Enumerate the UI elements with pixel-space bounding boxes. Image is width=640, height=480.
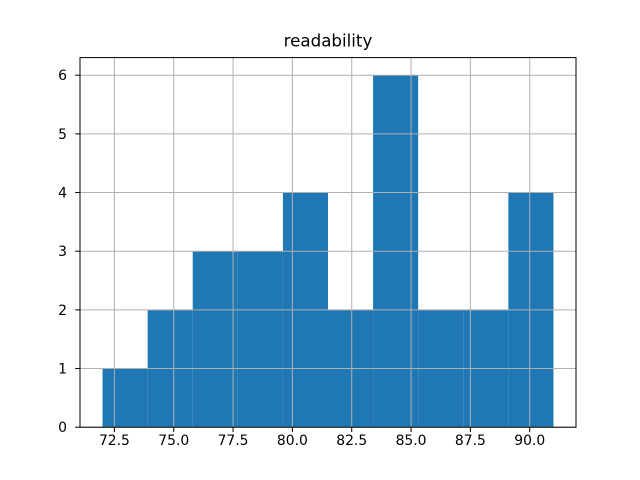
y-tick-label: 6	[58, 68, 67, 84]
y-tick-label: 4	[58, 185, 67, 201]
x-tick-label: 75.0	[158, 433, 189, 449]
y-tick-label: 2	[58, 303, 67, 319]
y-tick-label: 5	[58, 127, 67, 143]
x-tick-label: 72.5	[99, 433, 130, 449]
x-tick-label: 77.5	[218, 433, 249, 449]
chart-title: readability	[284, 31, 373, 51]
x-tick-label: 87.5	[455, 433, 486, 449]
histogram-bar	[102, 368, 148, 428]
x-tick-label: 80.0	[277, 433, 308, 449]
x-tick-label: 85.0	[396, 433, 427, 449]
plot-border	[79, 57, 577, 428]
x-tick-label: 82.5	[336, 433, 367, 449]
histogram-bar	[237, 251, 283, 428]
y-tick-label: 0	[58, 420, 67, 436]
y-tick-label: 1	[58, 361, 67, 377]
histogram-bar	[192, 251, 238, 428]
y-tick-label: 3	[58, 244, 67, 260]
x-tick-label: 90.0	[514, 433, 545, 449]
